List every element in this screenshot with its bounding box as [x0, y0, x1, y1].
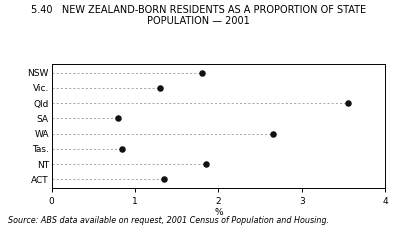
- Text: 5.40   NEW ZEALAND-BORN RESIDENTS AS A PROPORTION OF STATE
POPULATION — 2001: 5.40 NEW ZEALAND-BORN RESIDENTS AS A PRO…: [31, 5, 366, 26]
- Point: [115, 116, 121, 120]
- Point: [269, 132, 276, 136]
- Point: [344, 101, 351, 105]
- Point: [161, 178, 167, 181]
- Point: [157, 86, 163, 90]
- Point: [202, 162, 209, 166]
- Text: Source: ABS data available on request, 2001 Census of Population and Housing.: Source: ABS data available on request, 2…: [8, 216, 329, 225]
- Point: [119, 147, 125, 151]
- X-axis label: %: %: [214, 208, 223, 217]
- Point: [198, 71, 205, 74]
